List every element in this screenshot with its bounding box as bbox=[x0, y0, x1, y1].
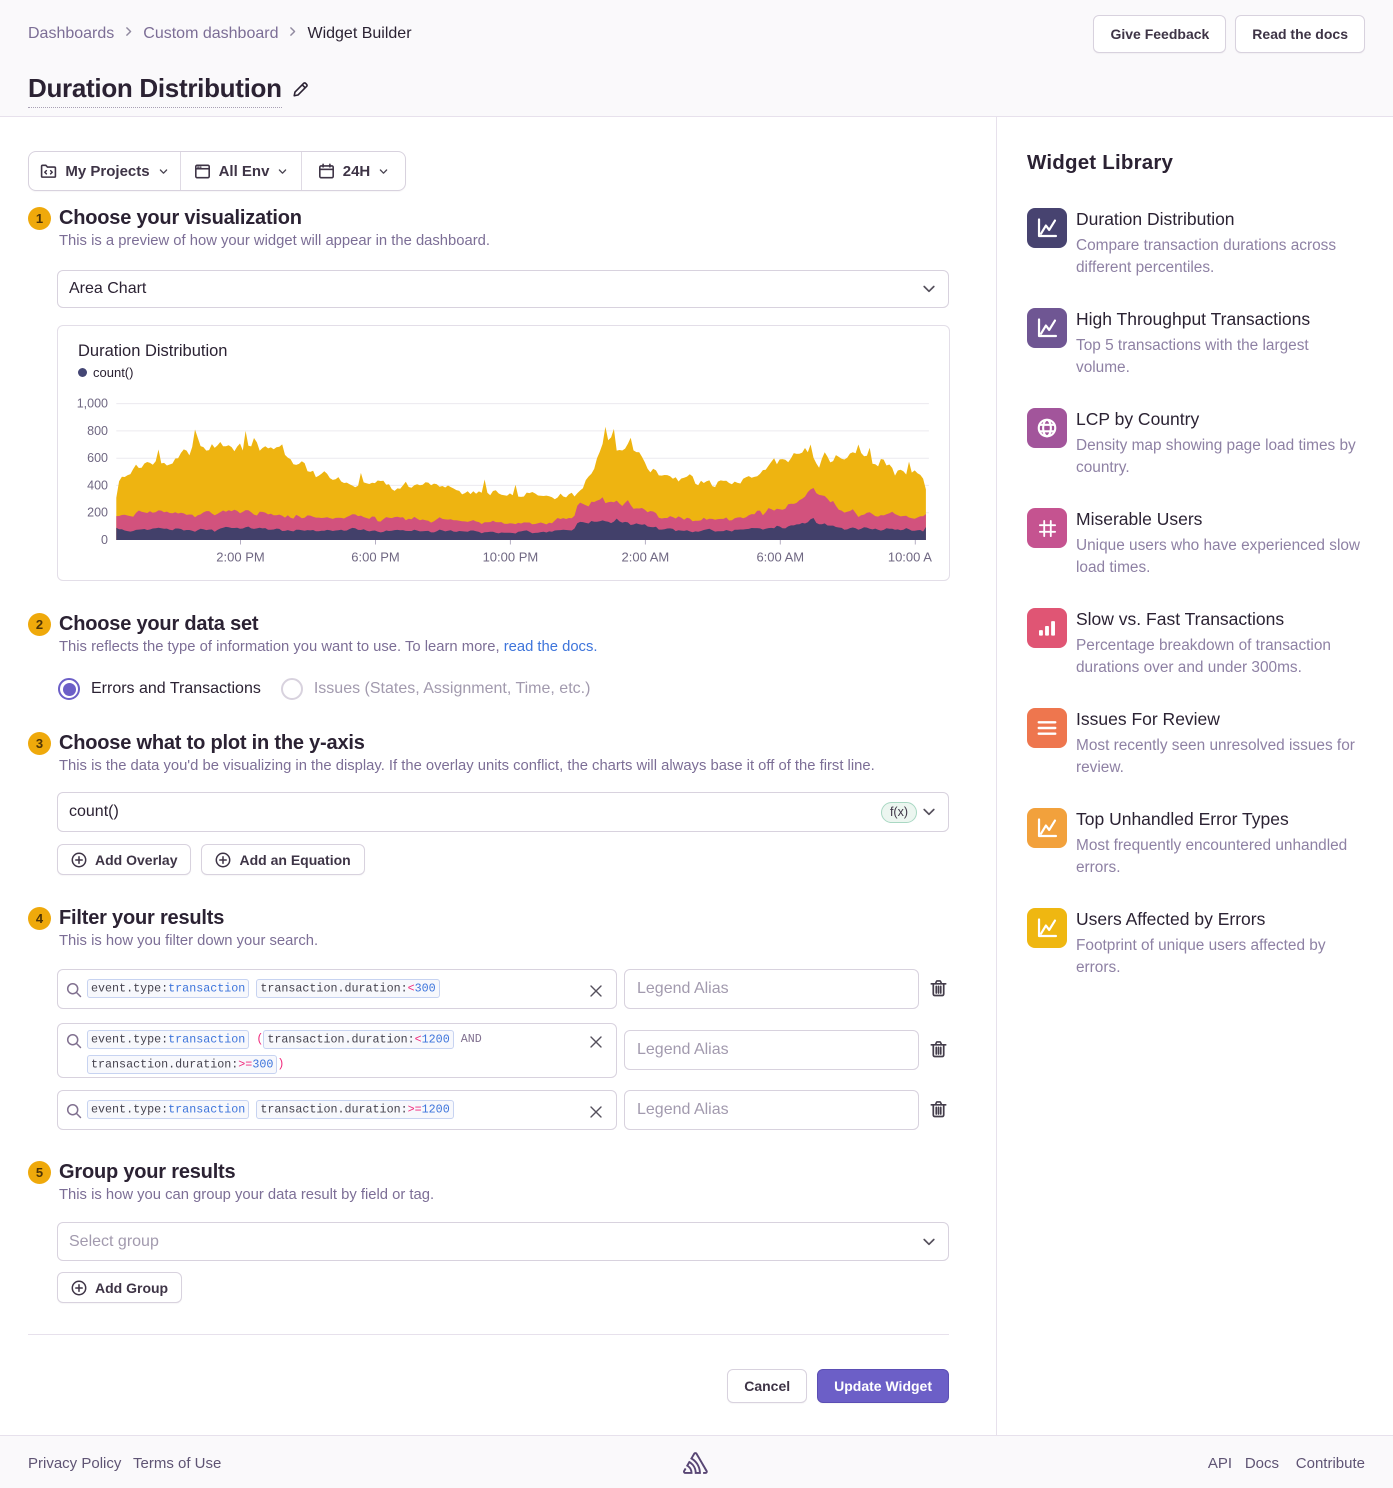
svg-text:2:00 AM: 2:00 AM bbox=[622, 550, 670, 565]
svg-text:6:00 PM: 6:00 PM bbox=[351, 550, 399, 565]
svg-text:10:00 PM: 10:00 PM bbox=[483, 550, 539, 565]
svg-text:2:00 PM: 2:00 PM bbox=[216, 550, 264, 565]
svg-text:1,000: 1,000 bbox=[77, 397, 108, 411]
svg-text:10:00 A: 10:00 A bbox=[888, 550, 932, 565]
svg-text:6:00 AM: 6:00 AM bbox=[756, 550, 804, 565]
svg-text:600: 600 bbox=[87, 451, 108, 465]
svg-text:200: 200 bbox=[87, 506, 108, 520]
svg-text:800: 800 bbox=[87, 424, 108, 438]
svg-text:0: 0 bbox=[101, 533, 108, 547]
svg-text:400: 400 bbox=[87, 478, 108, 492]
